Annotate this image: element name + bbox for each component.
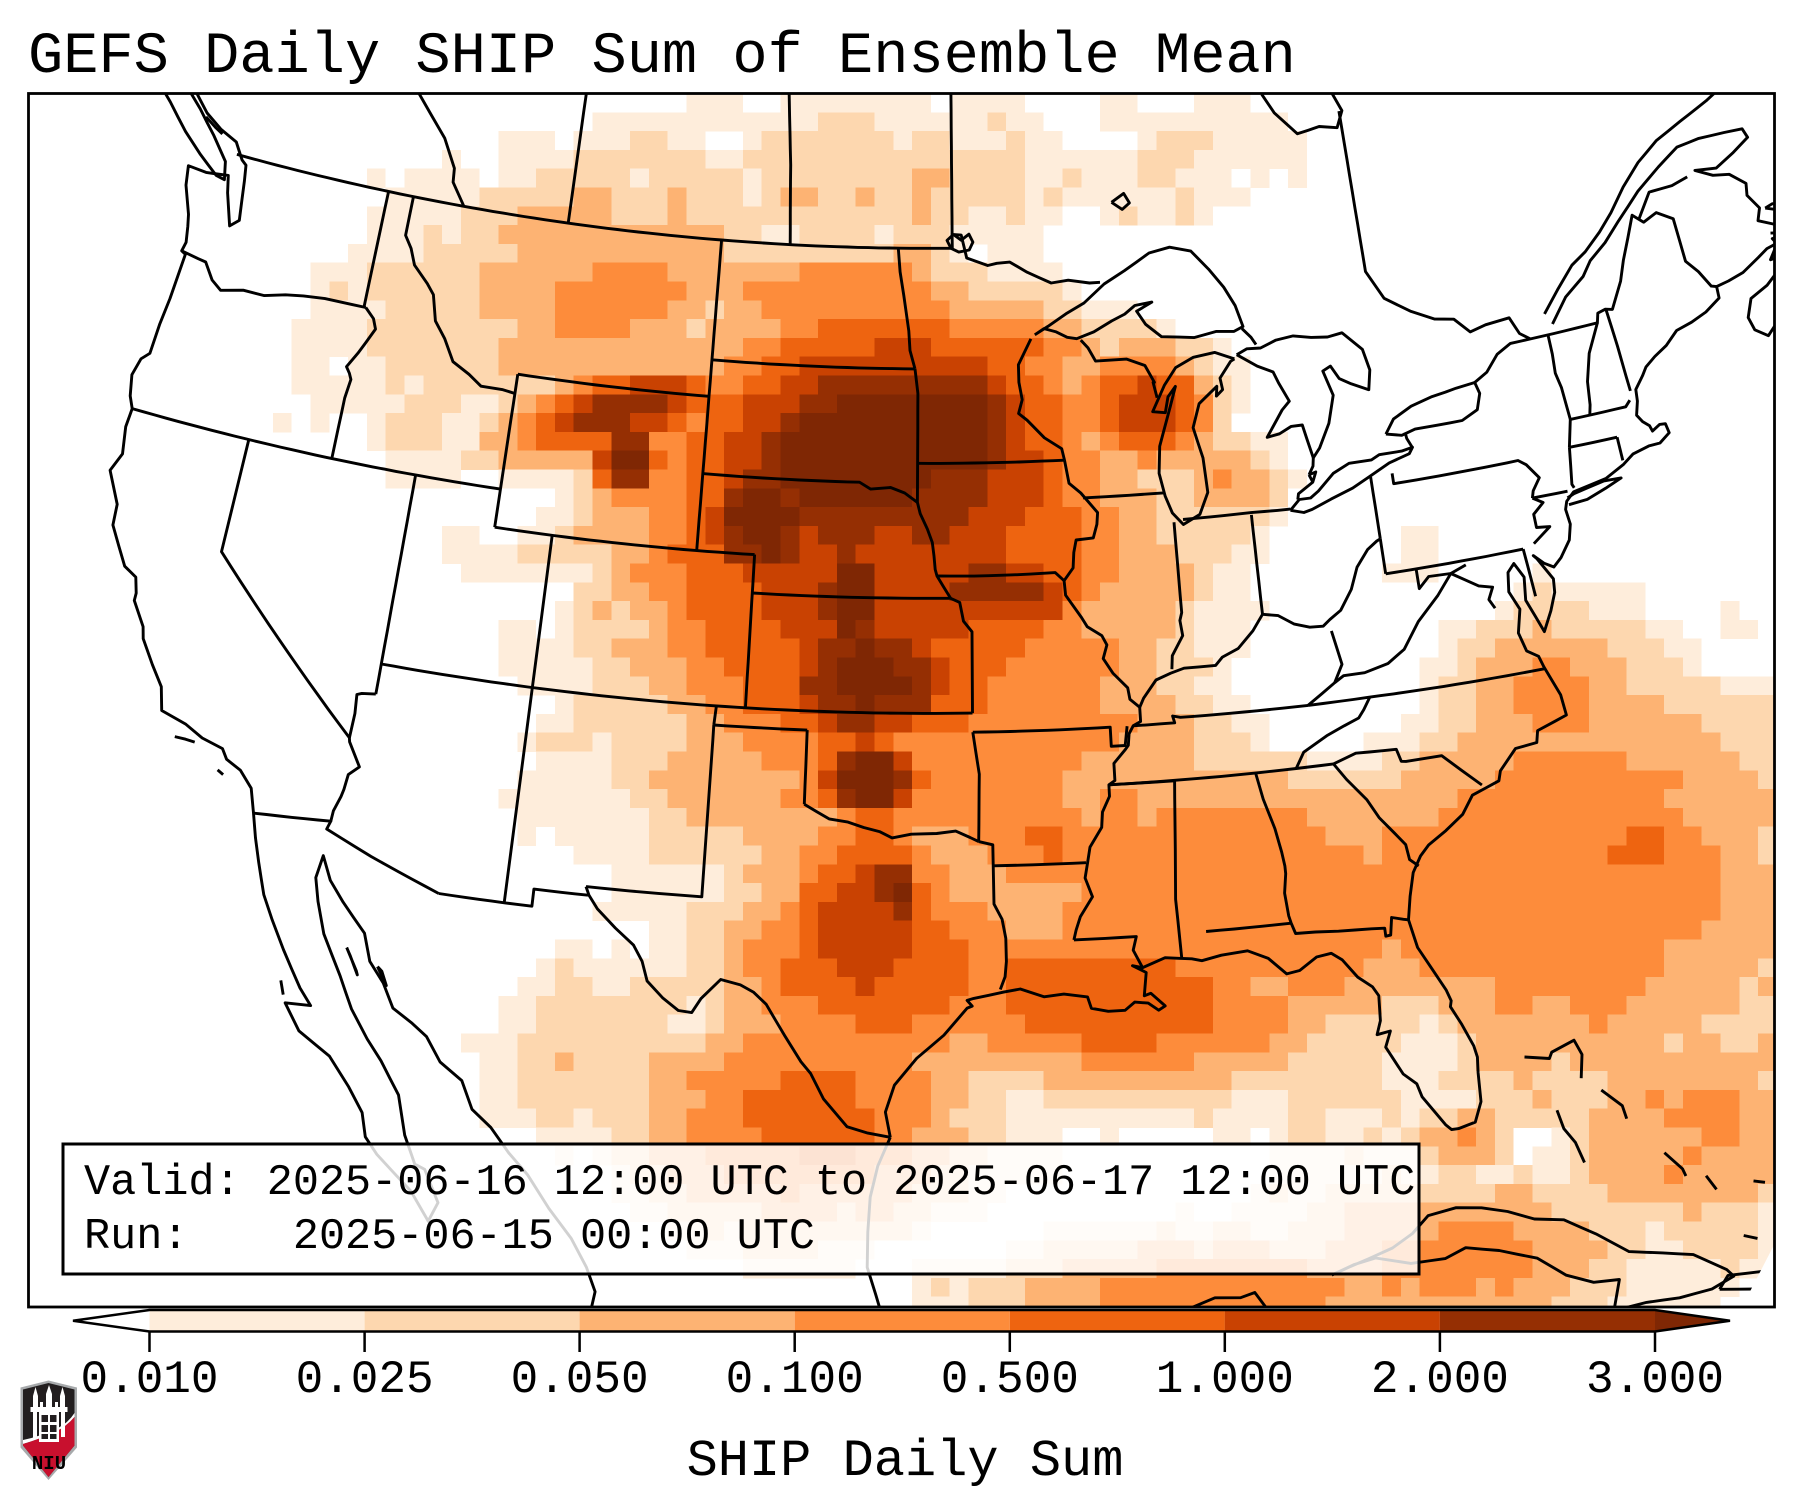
svg-text:2.000: 2.000 [1371, 1354, 1509, 1406]
svg-text:0.100: 0.100 [726, 1354, 864, 1406]
svg-text:0.025: 0.025 [296, 1354, 434, 1406]
svg-text:0.050: 0.050 [511, 1354, 649, 1406]
svg-text:NIU: NIU [32, 1453, 66, 1475]
svg-text:1.000: 1.000 [1156, 1354, 1294, 1406]
svg-text:0.010: 0.010 [80, 1354, 218, 1406]
svg-text:Valid: 2025-06-16 12:00 UTC to: Valid: 2025-06-16 12:00 UTC to 2025-06-1… [84, 1159, 1415, 1208]
svg-text:0.500: 0.500 [941, 1354, 1079, 1406]
svg-text:SHIP Daily Sum: SHIP Daily Sum [687, 1432, 1124, 1491]
svg-text:Run: 2025-06-15 00:00 UTC: Run: 2025-06-15 00:00 UTC [84, 1213, 815, 1262]
svg-text:3.000: 3.000 [1586, 1354, 1724, 1406]
svg-text:GEFS Daily SHIP Sum of Ensembl: GEFS Daily SHIP Sum of Ensemble Mean [28, 23, 1296, 90]
